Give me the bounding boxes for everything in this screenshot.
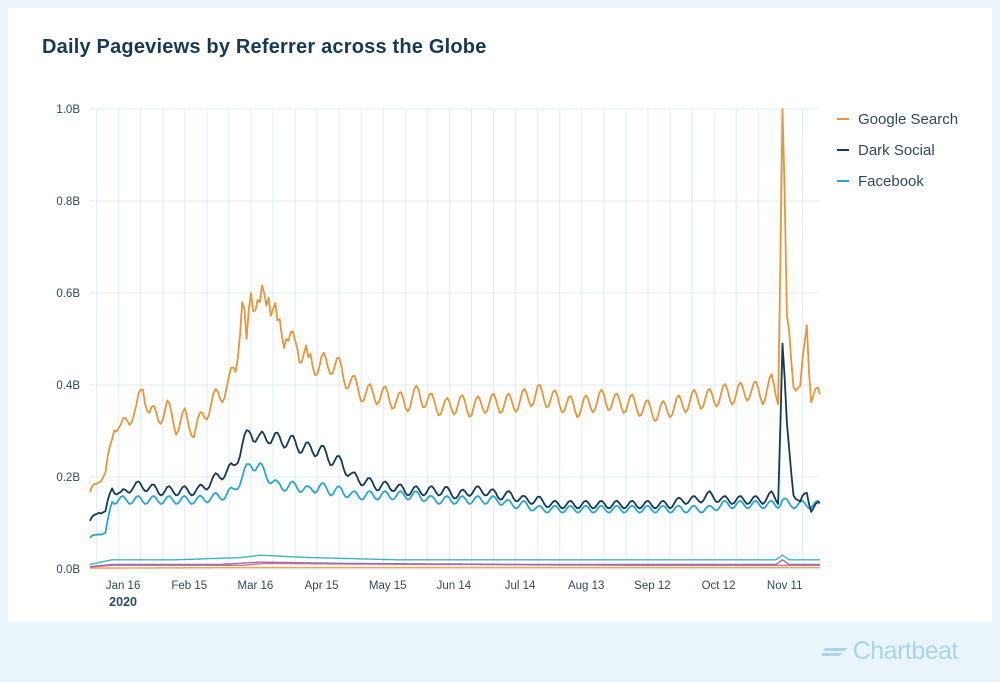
x-tick-label: Nov 11 [767,580,803,592]
x-tick-label: Feb 15 [171,580,207,592]
x-tick-label: Oct 12 [702,580,736,592]
y-tick-label: 0.6B [56,288,80,300]
chart-title: Daily Pageviews by Referrer across the G… [42,36,487,58]
y-tick-label: 1.0B [56,104,80,116]
series-line-minor [89,554,820,566]
chart-card: Daily Pageviews by Referrer across the G… [8,8,992,622]
brand-name: Chartbeat [852,637,959,665]
y-tick-label: 0.2B [56,472,80,484]
x-year-label: 2020 [109,595,137,609]
chartbeat-logo-icon [820,647,848,656]
series-line-dark-social [89,342,821,522]
legend-label-google-search: Google Search [858,111,958,128]
legend-label-facebook: Facebook [858,173,924,190]
x-tick-label: May 15 [369,580,407,592]
x-tick-label: Aug 13 [568,580,604,592]
y-tick-label: 0.4B [56,380,80,392]
chartbeat-logo: Chartbeat [820,637,959,666]
x-tick-label: Apr 15 [305,580,339,592]
series-line-minor [90,566,820,569]
line-chart: 0.0B 0.2B 0.4B 0.6B 0.8B 1.0B Jan 16 Feb 15 Mar … [56,104,958,609]
series-line-google-search [89,108,821,493]
series-line-facebook [89,462,821,539]
y-tick-label: 0.8B [56,196,80,208]
x-tick-label: Sep 12 [634,580,670,592]
x-tick-label: Jan 16 [106,580,141,592]
x-tick-label: Mar 16 [238,580,274,592]
series-line-minor [89,559,820,568]
y-tick-label: 0.0B [56,564,80,576]
x-tick-label: Jun 14 [437,580,472,592]
legend-label-dark-social: Dark Social [858,142,935,159]
x-tick-label: Jul 14 [505,580,536,592]
